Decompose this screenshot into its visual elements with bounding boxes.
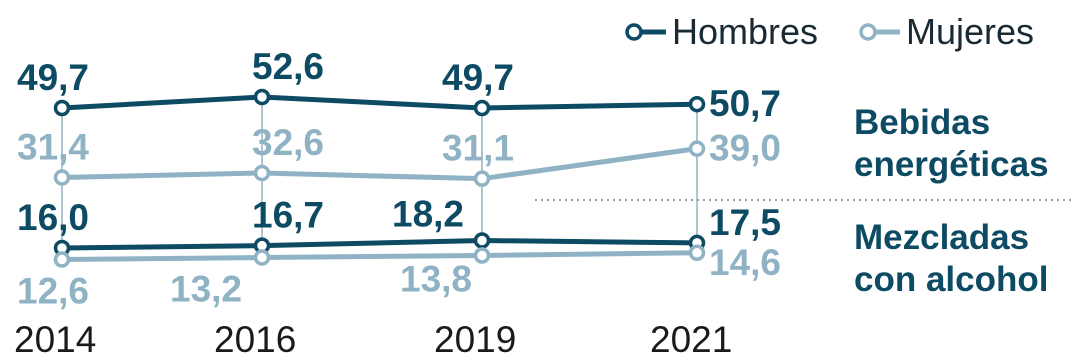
legend: Hombres Mujeres	[625, 11, 1034, 52]
x-tick-label: 2014	[14, 319, 96, 360]
series-line-hombres-group-1	[61, 238, 698, 251]
data-point	[473, 170, 491, 187]
data-label: 31,4	[17, 127, 89, 168]
legend-label-hombres: Hombres	[672, 11, 818, 52]
value-labels: 49,7 52,6 49,7 50,7 31,4 32,6 31,1 39,0 16,0 16,7…	[17, 46, 781, 312]
legend-marker	[859, 23, 877, 41]
group-label-line: Mezcladas	[854, 218, 1029, 257]
data-label: 12,6	[17, 271, 89, 312]
group-label-line: energéticas	[854, 145, 1049, 184]
data-label: 31,1	[442, 128, 514, 169]
group-label-mezcladas-con-alcohol: Mezcladas con alcohol	[854, 218, 1048, 299]
data-point	[53, 251, 71, 268]
data-label: 14,6	[709, 242, 781, 283]
data-label: 13,8	[400, 258, 472, 299]
data-point	[53, 169, 71, 186]
legend-item-mujeres: Mujeres	[859, 11, 1034, 52]
data-point	[473, 99, 491, 117]
data-label: 16,0	[17, 197, 89, 238]
legend-label-mujeres: Mujeres	[906, 11, 1034, 52]
x-axis-labels: 2014 2016 2019 2021	[14, 319, 732, 360]
data-label: 32,6	[252, 122, 324, 163]
series-layer	[53, 88, 706, 268]
group-label-bebidas-energeticas: Bebidas energéticas	[854, 103, 1049, 184]
legend-marker	[625, 23, 643, 41]
data-label: 16,7	[252, 195, 324, 236]
data-point	[253, 164, 271, 182]
data-point	[688, 140, 706, 157]
x-tick-label: 2021	[650, 319, 732, 360]
data-label: 13,2	[170, 269, 242, 310]
data-label: 17,5	[709, 202, 781, 243]
data-label: 39,0	[709, 128, 781, 169]
group-label-line: Bebidas	[854, 103, 990, 142]
data-point	[688, 95, 706, 113]
x-tick-label: 2016	[214, 319, 296, 360]
open-circle-line-icon	[625, 23, 666, 41]
data-label: 49,7	[442, 57, 514, 98]
legend-item-hombres: Hombres	[625, 11, 818, 52]
data-point	[253, 88, 271, 106]
open-circle-line-icon	[859, 23, 900, 41]
data-point	[473, 232, 491, 249]
series-line-mujeres-group-1	[61, 250, 698, 263]
data-point	[473, 247, 491, 264]
data-label: 50,7	[709, 83, 781, 124]
data-point	[53, 99, 71, 117]
data-point	[253, 249, 271, 266]
group-label-line: con alcohol	[854, 260, 1048, 299]
data-label: 49,7	[17, 57, 89, 98]
data-label: 18,2	[392, 194, 464, 235]
data-point	[688, 244, 706, 262]
series-line-mujeres-group-0	[61, 146, 698, 182]
x-tick-label: 2019	[434, 319, 516, 360]
series-line-hombres-group-0	[61, 94, 698, 111]
data-label: 52,6	[252, 46, 324, 87]
